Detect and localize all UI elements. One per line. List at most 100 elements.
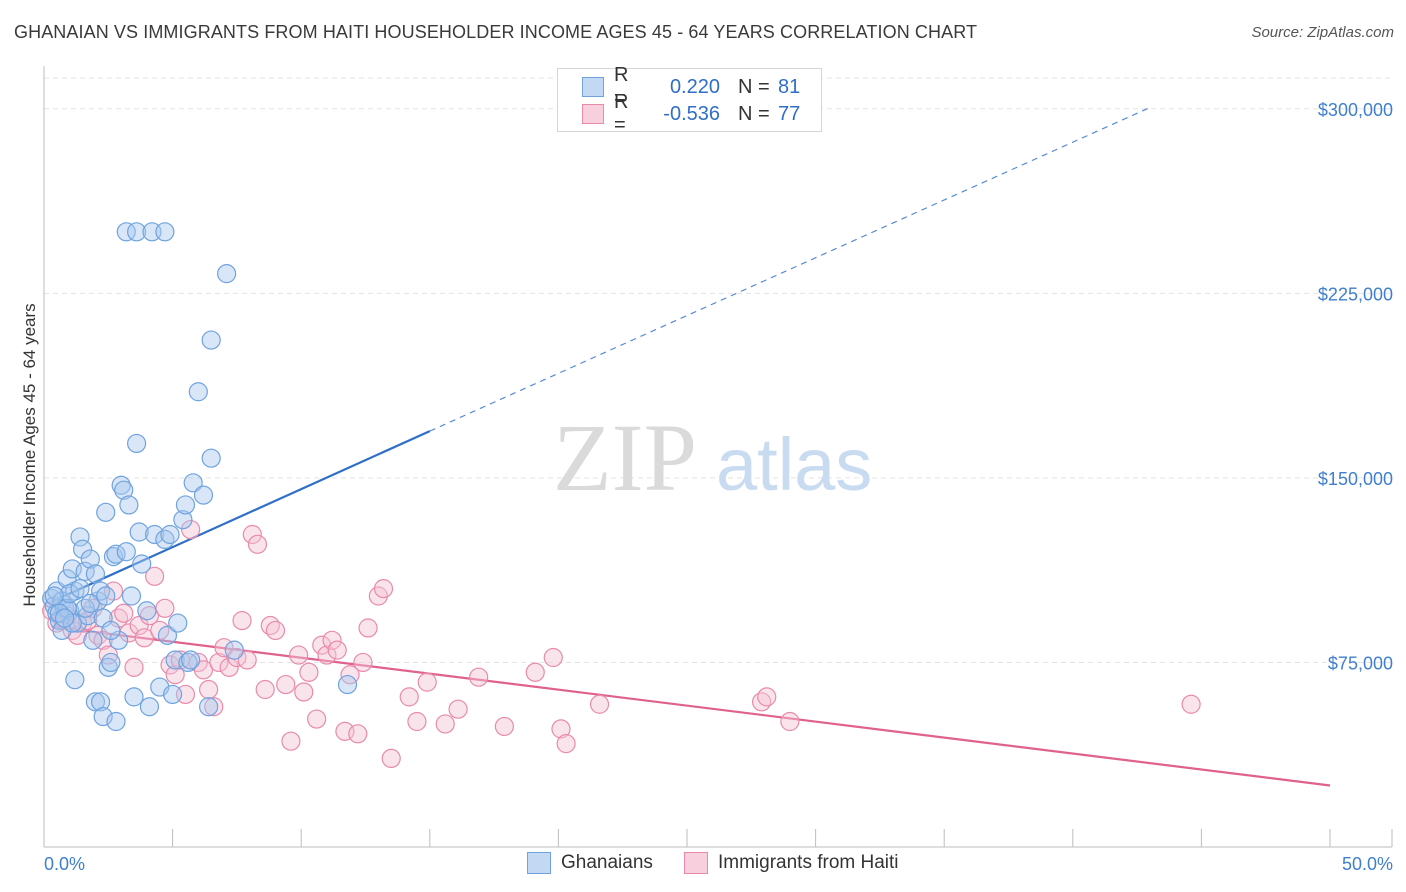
point-ghanaians bbox=[129, 522, 149, 542]
bottom-legend-haiti: Immigrants from Haiti bbox=[684, 852, 899, 874]
point-haiti bbox=[543, 647, 563, 668]
point-ghanaians bbox=[60, 583, 80, 604]
point-haiti bbox=[1181, 694, 1201, 714]
point-ghanaians bbox=[54, 608, 75, 628]
point-haiti bbox=[165, 665, 185, 685]
trend-line-ghanaians-extrapolated bbox=[429, 106, 1151, 432]
point-ghanaians bbox=[181, 650, 201, 670]
point-haiti bbox=[199, 679, 219, 700]
point-ghanaians bbox=[155, 222, 175, 242]
point-ghanaians bbox=[93, 706, 113, 727]
legend-n-label: N = bbox=[738, 102, 770, 125]
point-haiti bbox=[289, 645, 309, 665]
axes bbox=[43, 66, 1393, 848]
point-ghanaians bbox=[124, 687, 144, 707]
bottom-legend-label-haiti: Immigrants from Haiti bbox=[718, 852, 899, 873]
legend-n-label: N = bbox=[738, 75, 770, 98]
legend-r-label: R = bbox=[614, 91, 629, 136]
point-haiti bbox=[129, 615, 149, 636]
point-haiti bbox=[381, 748, 401, 769]
tick-labels: $75,000 $150,000 $225,000 $300,000 0.0% 50.0% bbox=[44, 100, 1393, 874]
point-ghanaians bbox=[201, 448, 221, 468]
point-haiti bbox=[448, 699, 468, 719]
point-ghanaians bbox=[70, 579, 90, 599]
point-ghanaians bbox=[168, 613, 188, 633]
y-tick-label: $75,000 bbox=[1328, 653, 1393, 673]
point-haiti bbox=[494, 716, 514, 737]
point-haiti bbox=[469, 667, 489, 687]
point-ghanaians bbox=[90, 692, 111, 712]
point-ghanaians bbox=[78, 606, 98, 626]
point-haiti bbox=[93, 630, 113, 650]
point-ghanaians bbox=[201, 330, 221, 350]
point-ghanaians bbox=[85, 564, 106, 584]
bottom-legend-ghanaians: Ghanaians bbox=[527, 852, 653, 874]
point-haiti bbox=[134, 628, 154, 648]
point-haiti bbox=[358, 618, 378, 638]
y-tick-label: $150,000 bbox=[1318, 469, 1393, 489]
point-ghanaians bbox=[188, 382, 208, 402]
trend-lines bbox=[51, 106, 1331, 787]
point-ghanaians bbox=[337, 674, 358, 695]
point-haiti bbox=[155, 598, 175, 618]
y-tick-label: $225,000 bbox=[1318, 284, 1393, 304]
point-haiti bbox=[181, 519, 201, 540]
watermark-atlas: atlas bbox=[716, 423, 872, 506]
legend-n-value: 81 bbox=[778, 75, 801, 98]
legend-swatch-haiti bbox=[582, 104, 604, 124]
point-ghanaians bbox=[126, 222, 147, 242]
point-ghanaians bbox=[65, 670, 85, 690]
legend-box: R = 0.220 N = 81 R = -0.536 N = 77 bbox=[557, 64, 822, 136]
legend-row-ghanaians: R = 0.220 N = 81 bbox=[582, 64, 818, 109]
point-ghanaians bbox=[80, 593, 100, 613]
point-haiti bbox=[353, 652, 373, 673]
point-ghanaians bbox=[111, 475, 131, 495]
point-haiti bbox=[204, 697, 224, 717]
point-ghanaians bbox=[96, 586, 116, 606]
trend-line-haiti bbox=[51, 625, 1331, 787]
point-ghanaians bbox=[119, 495, 139, 515]
bottom-legend-swatch-ghanaians bbox=[527, 852, 551, 874]
point-haiti bbox=[242, 524, 262, 545]
point-haiti bbox=[327, 640, 347, 660]
legend-row-haiti: R = -0.536 N = 77 bbox=[582, 91, 818, 136]
point-haiti bbox=[757, 687, 777, 707]
point-ghanaians bbox=[65, 581, 85, 601]
point-haiti bbox=[237, 650, 257, 670]
point-haiti bbox=[417, 672, 437, 692]
point-haiti bbox=[265, 620, 286, 641]
point-haiti bbox=[255, 679, 275, 700]
point-ghanaians bbox=[137, 601, 157, 621]
point-haiti bbox=[124, 657, 144, 677]
point-ghanaians bbox=[160, 524, 180, 545]
y-tick-label: $300,000 bbox=[1318, 100, 1393, 120]
point-haiti bbox=[525, 662, 545, 682]
point-haiti bbox=[193, 660, 214, 680]
point-haiti bbox=[209, 652, 229, 673]
point-ghanaians bbox=[163, 684, 183, 705]
point-haiti bbox=[294, 682, 314, 702]
point-haiti bbox=[114, 603, 134, 623]
y-axis-label: Householder Income Ages 45 - 64 years bbox=[20, 303, 39, 606]
point-haiti bbox=[551, 719, 571, 739]
point-ghanaians bbox=[103, 547, 124, 567]
point-haiti bbox=[232, 611, 252, 631]
point-haiti bbox=[407, 711, 427, 732]
point-haiti bbox=[144, 566, 165, 586]
point-ghanaians bbox=[224, 640, 244, 660]
point-haiti bbox=[322, 630, 342, 650]
point-ghanaians bbox=[116, 222, 136, 242]
point-ghanaians bbox=[101, 620, 121, 641]
point-ghanaians bbox=[96, 502, 116, 522]
point-ghanaians bbox=[132, 554, 152, 574]
point-haiti bbox=[373, 579, 394, 599]
point-ghanaians bbox=[80, 549, 100, 569]
point-haiti bbox=[435, 714, 455, 734]
bottom-legend-swatch-haiti bbox=[684, 852, 708, 874]
point-ghanaians bbox=[139, 697, 160, 717]
point-haiti bbox=[399, 687, 419, 707]
point-haiti bbox=[307, 709, 327, 729]
point-haiti bbox=[139, 606, 160, 626]
point-haiti bbox=[556, 734, 576, 754]
point-haiti bbox=[312, 635, 332, 655]
